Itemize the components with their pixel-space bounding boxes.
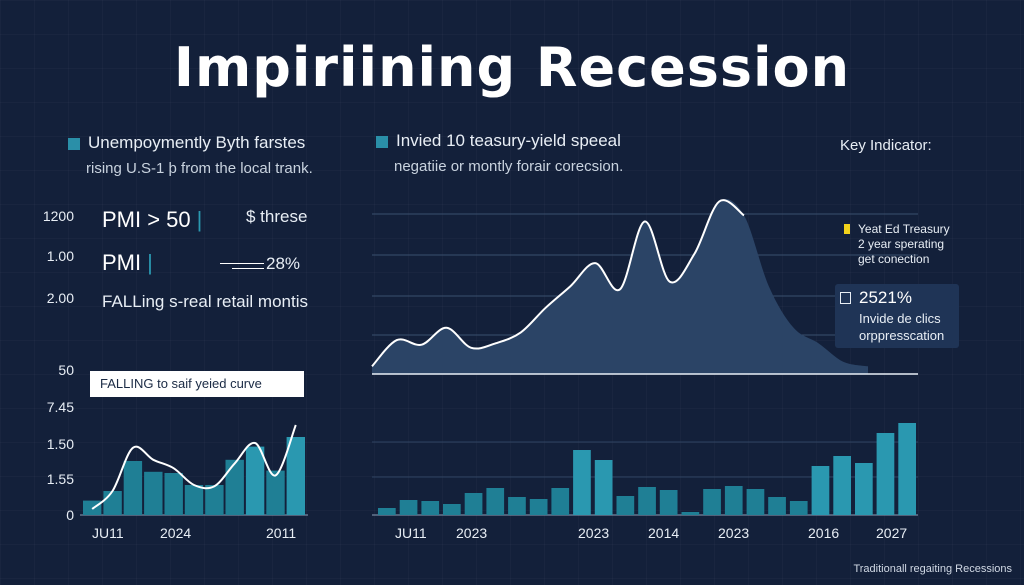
center-bar (746, 489, 765, 515)
left-bar (144, 471, 163, 515)
left-bar (225, 459, 244, 515)
center-bar (464, 493, 483, 515)
y-label: 50 (58, 362, 74, 378)
pmi-value: 28% (266, 254, 301, 273)
cursor-bar: | (147, 250, 153, 275)
card-line-1: Invide de clics (859, 311, 941, 326)
left-bar (245, 446, 265, 515)
footer-caption: Traditionall regaiting Recessions (853, 563, 1012, 575)
left-bar (184, 485, 204, 515)
center-area-line (371, 199, 745, 367)
y-label: 1.55 (46, 471, 74, 487)
square-outline-icon (840, 292, 851, 304)
x-label: 2016 (808, 525, 840, 541)
left-bar (266, 470, 285, 515)
left-line-series (91, 424, 297, 510)
divider-line (220, 263, 264, 264)
left-header-subtitle: rising U.S-1 þ from the local trank. (86, 160, 313, 177)
center-bar (659, 490, 678, 515)
y-label: 1200 (42, 208, 74, 224)
center-bar (724, 486, 743, 515)
left-bar (123, 461, 143, 515)
x-label: 2023 (718, 525, 750, 541)
center-bar (811, 466, 830, 515)
center-bar (898, 423, 916, 515)
indicator-card: 2521% Invide de clics orppresscation (835, 284, 959, 348)
y-label: 0 (66, 507, 74, 523)
divider-line (232, 268, 264, 269)
x-label: 2011 (266, 525, 297, 541)
pmi-label-text: PMI (102, 250, 142, 275)
page-title: Impiriining Recession (173, 36, 851, 99)
x-label: 2014 (648, 525, 680, 541)
center-bar (594, 460, 613, 515)
x-label: JU11 (395, 525, 427, 541)
card-value: 2521% (859, 288, 912, 307)
center-bar (421, 501, 440, 515)
center-bar (855, 463, 873, 515)
left-bar-series (83, 437, 305, 515)
center-bar (681, 512, 700, 515)
y-label: 2.00 (46, 290, 74, 306)
left-header-title-text: Unempoymently Byth farstes (88, 133, 306, 152)
pmi-above-50: PMI > 50 | (102, 207, 202, 233)
center-bar (616, 496, 635, 515)
x-label: 2024 (160, 525, 192, 541)
center-bar-series (378, 423, 916, 515)
center-area-fill (372, 198, 868, 374)
center-bar (703, 489, 721, 515)
center-bar (789, 501, 808, 515)
x-label: 2027 (876, 525, 908, 541)
square-icon (68, 137, 80, 150)
falling-curve-banner: FALLING to saif yeied curve (90, 371, 304, 397)
key-indicator-label: Key Indicator: (840, 137, 932, 154)
left-bar (103, 491, 122, 515)
legend-swatch (844, 224, 850, 234)
center-header-subtitle: negatiie or montly forair corecsion. (394, 158, 624, 175)
center-bar (833, 456, 851, 515)
left-bar (286, 437, 305, 515)
square-icon (376, 135, 388, 148)
falling-retail-text: FALLing s-real retail montis (102, 292, 308, 311)
center-bar (573, 450, 591, 515)
center-bar (508, 497, 526, 515)
left-bar (205, 485, 224, 515)
left-bar (164, 473, 183, 515)
y-label: 1.50 (46, 436, 74, 452)
pmi-threshold-note: $ threse (246, 207, 308, 226)
cursor-bar: | (196, 207, 203, 232)
center-bar (768, 497, 786, 515)
center-bar (529, 499, 548, 515)
legend-line-3: get conection (858, 252, 930, 266)
y-label: 1.00 (46, 248, 74, 264)
center-bar (551, 488, 570, 515)
center-bar (378, 508, 396, 515)
x-label: JU11 (92, 525, 124, 541)
center-bar (638, 487, 656, 515)
center-bar (486, 488, 505, 515)
center-bar (443, 504, 461, 515)
y-label: 7.45 (46, 399, 74, 415)
left-header-title: Unempoymently Byth farstes (68, 133, 305, 153)
center-bar (399, 500, 418, 515)
center-header-title-text: Invied 10 teasury-yield speeal (396, 131, 621, 150)
pmi-above-50-text: PMI > 50 (102, 207, 191, 232)
legend-line-1: Yeat Ed Treasury (858, 222, 950, 236)
center-bar (876, 433, 895, 515)
x-label: 2023 (456, 525, 488, 541)
pmi-label: PMI | (102, 250, 153, 276)
legend-line-2: 2 year sperating (858, 237, 945, 251)
x-label: 2023 (578, 525, 610, 541)
card-line-2: orppresscation (859, 328, 945, 343)
center-header-title: Invied 10 teasury-yield speeal (376, 131, 621, 151)
